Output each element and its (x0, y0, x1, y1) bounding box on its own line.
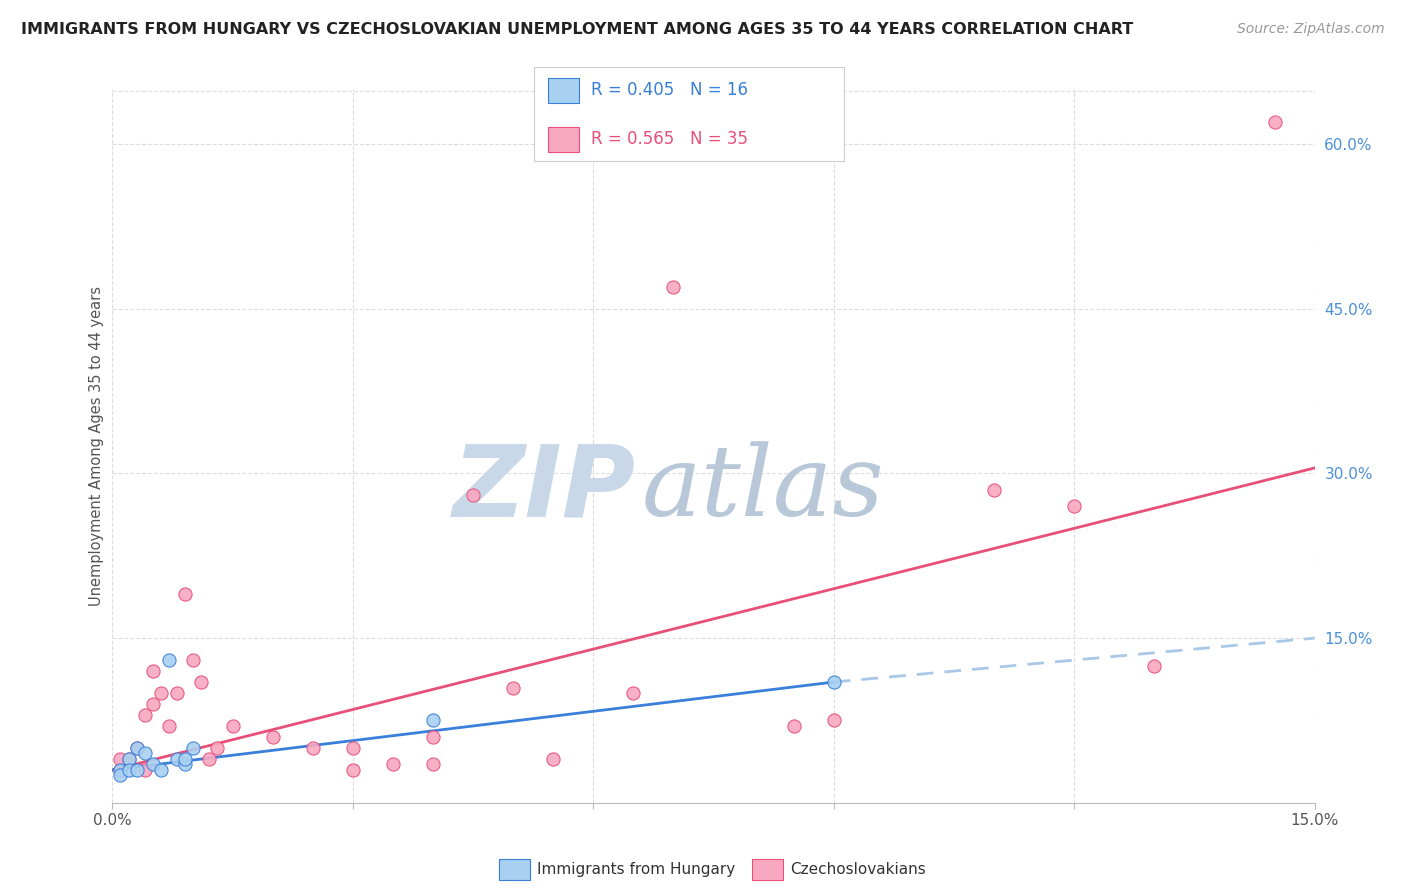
Point (157, 719, 180, 733)
Text: ZIP: ZIP (453, 441, 636, 537)
Point (181, 740, 204, 755)
Point (117, 752, 139, 766)
Text: R = 0.405   N = 16: R = 0.405 N = 16 (591, 81, 748, 99)
Point (205, 740, 228, 755)
Point (190, 675, 212, 690)
Point (110, 763, 132, 777)
Point (342, 763, 364, 777)
Point (125, 740, 148, 755)
Point (149, 686, 172, 700)
Text: Immigrants from Hungary: Immigrants from Hungary (537, 863, 735, 877)
Point (262, 730, 284, 744)
Y-axis label: Unemployment Among Ages 35 to 44 years: Unemployment Among Ages 35 to 44 years (89, 286, 104, 606)
Point (117, 763, 139, 777)
Point (125, 763, 148, 777)
Text: IMMIGRANTS FROM HUNGARY VS CZECHOSLOVAKIAN UNEMPLOYMENT AMONG AGES 35 TO 44 YEAR: IMMIGRANTS FROM HUNGARY VS CZECHOSLOVAKI… (21, 22, 1133, 37)
Point (983, 483, 1005, 497)
Point (110, 752, 132, 766)
Point (302, 740, 325, 755)
Point (173, 587, 195, 601)
Text: Czechoslovakians: Czechoslovakians (790, 863, 927, 877)
Point (1143, 658, 1166, 673)
Point (166, 752, 188, 766)
Point (1264, 115, 1286, 129)
Point (422, 757, 444, 772)
Text: Source: ZipAtlas.com: Source: ZipAtlas.com (1237, 22, 1385, 37)
Point (422, 730, 444, 744)
Text: atlas: atlas (641, 442, 884, 536)
Point (222, 719, 245, 733)
Point (134, 763, 156, 777)
Point (157, 653, 180, 667)
Point (823, 714, 845, 728)
Text: R = 0.565   N = 35: R = 0.565 N = 35 (591, 130, 748, 148)
Point (382, 757, 405, 772)
Point (181, 653, 204, 667)
Point (502, 681, 524, 695)
Point (621, 686, 644, 700)
Point (110, 768, 132, 782)
Point (117, 752, 139, 766)
Point (543, 752, 565, 766)
Point (197, 752, 219, 766)
Point (110, 763, 132, 777)
Point (173, 757, 195, 772)
Point (134, 747, 156, 761)
Point (166, 686, 188, 700)
Point (342, 740, 364, 755)
Point (1063, 500, 1085, 514)
Point (173, 752, 195, 766)
Point (141, 697, 163, 711)
Point (782, 719, 804, 733)
Point (149, 763, 172, 777)
Point (134, 708, 156, 723)
Point (823, 675, 845, 690)
Point (461, 488, 484, 502)
Point (141, 757, 163, 772)
Point (125, 740, 148, 755)
Point (662, 280, 685, 294)
Point (141, 664, 163, 678)
Point (422, 714, 444, 728)
